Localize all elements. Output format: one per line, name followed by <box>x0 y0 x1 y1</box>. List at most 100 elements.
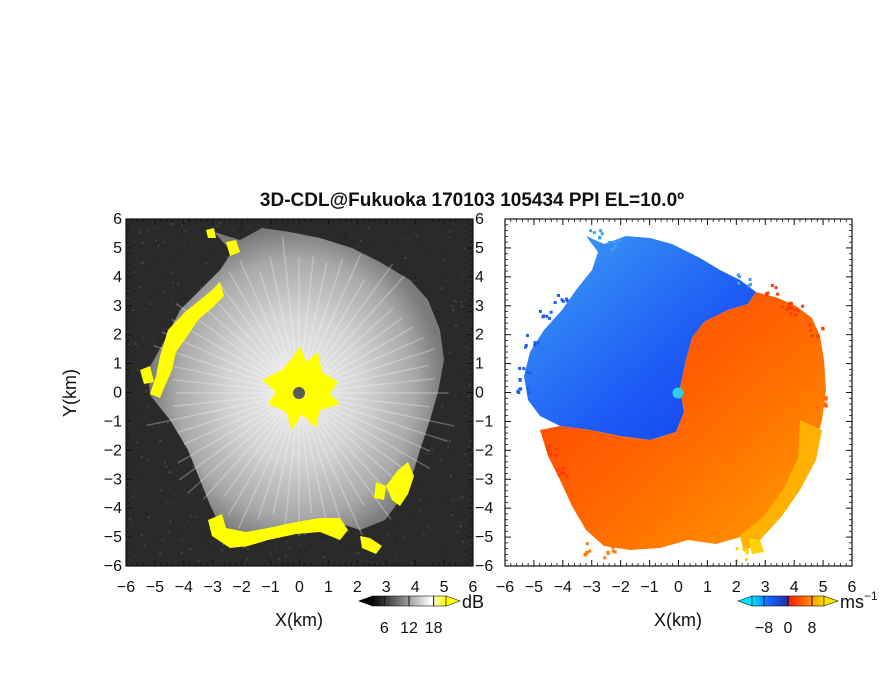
noise-pixel <box>171 281 174 284</box>
noise-pixel <box>458 522 461 525</box>
noise-pixel <box>179 464 182 467</box>
noise-pixel <box>277 557 280 560</box>
noise-pixel <box>145 527 148 530</box>
noise-pixel <box>177 282 180 285</box>
noise-pixel <box>185 495 188 498</box>
noise-pixel <box>145 553 148 556</box>
noise-pixel <box>299 533 302 536</box>
x-tick-label: 3 <box>761 579 770 596</box>
speckle-pixel <box>522 367 526 371</box>
noise-pixel <box>422 531 425 534</box>
y-tick-label: −2 <box>475 442 493 459</box>
y-tick-label: 2 <box>113 327 122 344</box>
noise-pixel <box>462 337 465 340</box>
noise-pixel <box>329 231 332 234</box>
noise-pixel <box>442 539 445 542</box>
noise-pixel <box>170 471 173 474</box>
snr-south-ring <box>208 514 348 548</box>
speckle-pixel <box>561 299 565 303</box>
noise-pixel <box>451 500 454 503</box>
speckle-pixel <box>766 291 770 295</box>
noise-pixel <box>154 226 157 229</box>
noise-pixel <box>453 356 456 359</box>
speckle-pixel <box>524 343 528 347</box>
x-tick-label: −4 <box>554 579 572 596</box>
noise-pixel <box>166 421 169 424</box>
doppler-colorbar-unit-exponent: −1 <box>864 589 878 603</box>
noise-pixel <box>310 543 313 546</box>
speckle-pixel <box>613 240 617 244</box>
noise-pixel <box>372 240 375 243</box>
noise-pixel <box>372 561 375 564</box>
noise-pixel <box>156 324 159 327</box>
noise-pixel <box>139 231 142 234</box>
noise-pixel <box>137 411 140 414</box>
noise-pixel <box>175 436 178 439</box>
noise-pixel <box>453 300 456 303</box>
noise-pixel <box>155 275 158 278</box>
noise-pixel <box>136 345 139 348</box>
speckle-pixel <box>618 239 622 243</box>
noise-pixel <box>131 491 134 494</box>
noise-pixel <box>443 259 446 262</box>
noise-pixel <box>347 530 350 533</box>
noise-pixel <box>165 332 168 335</box>
snr-ticks: −6 −5 −4 −3 −2 −1 0 1 2 3 4 5 6 −6 −5 −4 −3 −2 −1 0 1 2 3 4 5 6 <box>104 211 478 596</box>
noise-pixel <box>425 249 428 252</box>
speckle-pixel <box>780 305 784 309</box>
speckle-pixel <box>793 313 797 317</box>
noise-pixel <box>172 502 175 505</box>
noise-pixel <box>200 488 203 491</box>
speckle-pixel <box>822 404 826 408</box>
speckle-pixel <box>545 314 549 318</box>
noise-pixel <box>405 264 408 267</box>
noise-pixel <box>172 528 175 531</box>
noise-pixel <box>181 224 184 227</box>
noise-pixel <box>468 373 471 376</box>
noise-pixel <box>188 219 191 222</box>
y-tick-label: 0 <box>475 385 484 402</box>
noise-pixel <box>458 397 461 400</box>
x-tick-label: 1 <box>703 579 712 596</box>
noise-pixel <box>127 289 130 292</box>
y-tick-label: −4 <box>104 500 122 517</box>
noise-pixel <box>146 234 149 237</box>
noise-pixel <box>344 236 347 239</box>
speckle-pixel <box>562 471 566 475</box>
noise-pixel <box>445 551 448 554</box>
speckle-pixel <box>612 549 616 553</box>
noise-pixel <box>141 241 144 244</box>
noise-pixel <box>431 447 434 450</box>
colorbar-tick-label: −8 <box>755 620 773 637</box>
speckle-pixel <box>518 366 522 370</box>
noise-pixel <box>136 368 139 371</box>
noise-pixel <box>357 546 360 549</box>
doppler-colorbar-ticks: −8 0 8 <box>755 596 817 637</box>
y-tick-label: −4 <box>475 500 493 517</box>
x-tick-label: 1 <box>324 579 333 596</box>
noise-pixel <box>457 531 460 534</box>
noise-pixel <box>161 538 164 541</box>
noise-pixel <box>211 261 214 264</box>
noise-pixel <box>152 476 155 479</box>
noise-pixel <box>145 308 148 311</box>
noise-pixel <box>459 524 462 527</box>
noise-pixel <box>194 515 197 518</box>
colorbar-tick-label: 12 <box>400 620 418 637</box>
x-tick-label: 6 <box>469 579 478 596</box>
speckle-pixel <box>557 293 561 297</box>
snr-radar-site <box>293 387 305 399</box>
noise-pixel <box>162 240 165 243</box>
noise-pixel <box>427 522 430 525</box>
speckle-pixel <box>735 547 739 551</box>
noise-pixel <box>367 228 370 231</box>
noise-pixel <box>189 514 192 517</box>
noise-pixel <box>140 542 143 545</box>
noise-pixel <box>233 553 236 556</box>
y-tick-label: 2 <box>475 327 484 344</box>
speckle-pixel <box>526 386 530 390</box>
speckle-pixel <box>589 229 593 233</box>
noise-pixel <box>181 270 184 273</box>
noise-pixel <box>441 403 444 406</box>
noise-pixel <box>418 239 421 242</box>
